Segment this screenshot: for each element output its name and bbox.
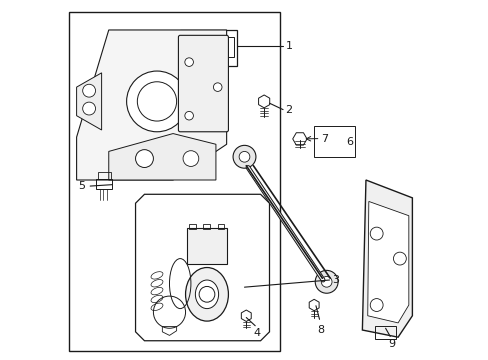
Circle shape [315,270,337,293]
Ellipse shape [185,267,228,321]
Bar [374,327,395,339]
Polygon shape [367,202,408,323]
Polygon shape [162,327,176,336]
Polygon shape [362,180,411,337]
Ellipse shape [195,280,218,309]
Bar [221,37,233,57]
Circle shape [184,111,193,120]
Circle shape [233,145,255,168]
Text: 8: 8 [316,325,324,335]
Bar [98,172,110,179]
Bar [187,228,226,264]
Text: 1: 1 [285,41,292,51]
Bar [180,30,237,66]
Bar [203,224,209,229]
Bar [169,41,180,55]
Text: 7: 7 [321,134,328,144]
Circle shape [239,152,249,162]
Circle shape [82,102,95,115]
Polygon shape [108,134,216,180]
Polygon shape [77,30,226,180]
FancyBboxPatch shape [178,35,228,132]
Bar [313,126,354,157]
Circle shape [369,227,382,240]
Circle shape [82,84,95,97]
Text: 2: 2 [285,105,292,115]
Bar [185,37,198,57]
Text: 3: 3 [331,275,338,285]
Circle shape [199,287,214,302]
Text: 4: 4 [253,328,260,338]
Bar [203,37,216,57]
Text: 9: 9 [387,339,394,349]
Circle shape [126,71,187,132]
Text: 6: 6 [346,137,353,147]
Bar [69,12,280,351]
Circle shape [321,276,331,287]
Bar [217,224,224,229]
Circle shape [183,151,198,166]
Bar [189,224,195,229]
Circle shape [137,82,176,121]
Circle shape [369,298,382,311]
Polygon shape [77,73,102,130]
Bar [96,179,112,189]
Circle shape [393,252,406,265]
Circle shape [184,58,193,66]
Circle shape [135,150,153,167]
Circle shape [213,83,222,91]
Text: 5: 5 [79,181,85,191]
